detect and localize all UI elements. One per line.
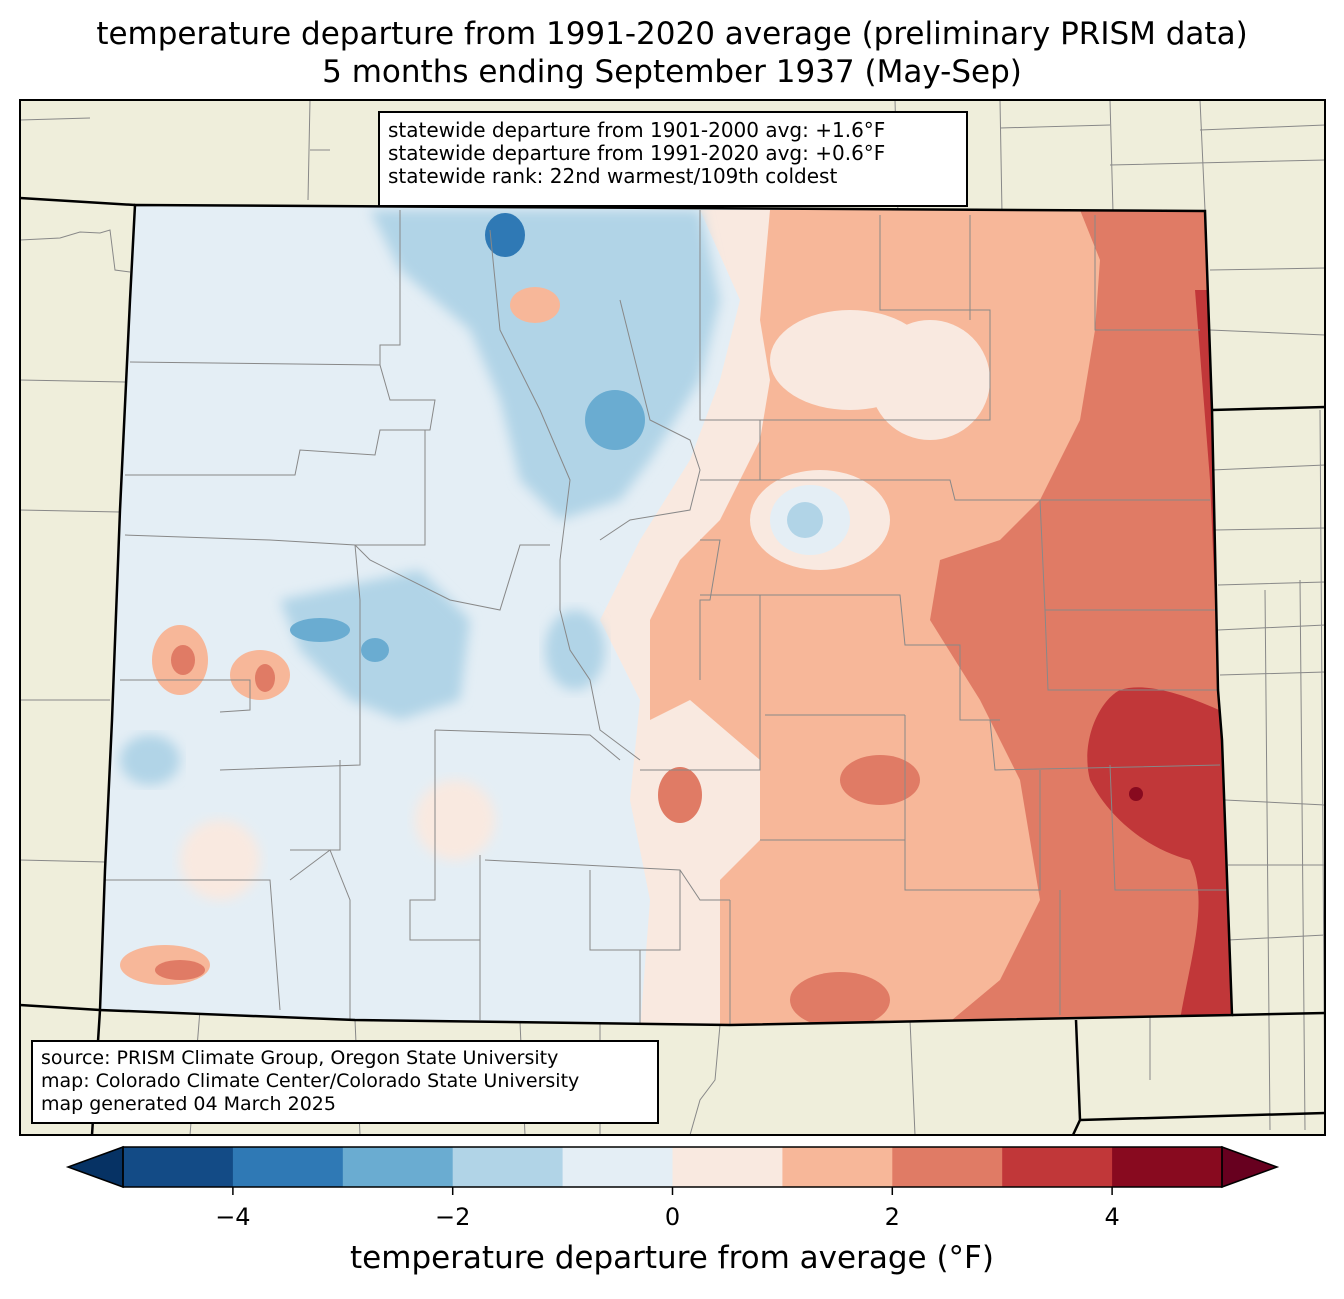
colorbar-tick-label-2: 0 xyxy=(664,1203,681,1231)
map-title-line2: 5 months ending September 1937 (May-Sep) xyxy=(322,54,1022,90)
colorado-county-lines xyxy=(105,210,1230,1025)
source-line-1: source: PRISM Climate Group, Oregon Stat… xyxy=(41,1047,559,1069)
stats-line-1: statewide departure from 1901-2000 avg: … xyxy=(388,118,886,142)
source-credit-box: source: PRISM Climate Group, Oregon Stat… xyxy=(31,1040,659,1124)
statewide-stats-box: statewide departure from 1901-2000 avg: … xyxy=(378,111,968,207)
colorbar-bin-2 xyxy=(342,1147,454,1187)
colorbar-bin-9 xyxy=(1112,1147,1223,1187)
colorbar-bin-6 xyxy=(782,1147,893,1187)
colorbar-tick-label-3: 2 xyxy=(884,1203,900,1231)
colorbar-bin-3 xyxy=(452,1147,564,1187)
stats-line-3: statewide rank: 22nd warmest/109th colde… xyxy=(388,164,838,188)
colorbar-tick-label-0: −4 xyxy=(215,1203,251,1231)
colorbar-tick-label-1: −2 xyxy=(434,1203,471,1231)
source-line-3: map generated 04 March 2025 xyxy=(41,1093,336,1115)
colorbar-over-arrow xyxy=(1221,1145,1280,1189)
stats-line-2: statewide departure from 1991-2020 avg: … xyxy=(388,141,886,165)
colorado-contours xyxy=(100,205,1232,1025)
colorbar-tick-label-4: 4 xyxy=(1104,1203,1120,1231)
source-line-2: map: Colorado Climate Center/Colorado St… xyxy=(41,1070,580,1092)
map-title-line1: temperature departure from 1991-2020 ave… xyxy=(96,16,1248,52)
colorbar-label: temperature departure from average (°F) xyxy=(350,1240,994,1276)
map-frame xyxy=(19,99,1326,1136)
colorbar-bin-0 xyxy=(123,1147,234,1187)
colorbar-bin-4 xyxy=(562,1147,673,1187)
colorbar-bin-1 xyxy=(232,1147,344,1187)
colorado-border xyxy=(98,203,1234,1027)
colorbar-bin-7 xyxy=(892,1147,1003,1187)
colorbar-bin-8 xyxy=(1002,1147,1113,1187)
colorbar-bin-5 xyxy=(672,1147,783,1187)
colorbar-under-arrow xyxy=(65,1145,124,1189)
